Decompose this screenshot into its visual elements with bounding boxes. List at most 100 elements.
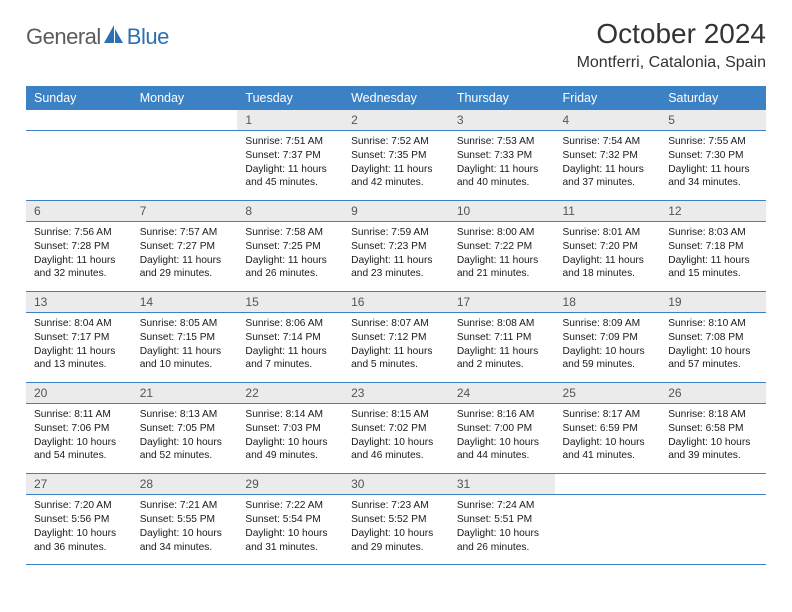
sunrise-line: Sunrise: 7:54 AM: [563, 135, 653, 149]
day-details: Sunrise: 8:01 AMSunset: 7:20 PMDaylight:…: [555, 222, 661, 291]
daylight-line: Daylight: 10 hours and 46 minutes.: [351, 436, 441, 464]
sunset-line: Sunset: 7:25 PM: [245, 240, 335, 254]
day-cell-num: 28: [132, 474, 238, 495]
day-details: Sunrise: 8:07 AMSunset: 7:12 PMDaylight:…: [343, 313, 449, 382]
day-number: 19: [660, 292, 766, 312]
daylight-line: Daylight: 11 hours and 2 minutes.: [457, 345, 547, 373]
day-number: [132, 110, 238, 116]
sunset-line: Sunset: 7:12 PM: [351, 331, 441, 345]
day-cell-body: Sunrise: 8:13 AMSunset: 7:05 PMDaylight:…: [132, 404, 238, 474]
day-details: Sunrise: 8:03 AMSunset: 7:18 PMDaylight:…: [660, 222, 766, 291]
logo: General Blue: [26, 18, 169, 50]
sunrise-line: Sunrise: 7:22 AM: [245, 499, 335, 513]
day-cell-body: Sunrise: 8:18 AMSunset: 6:58 PMDaylight:…: [660, 404, 766, 474]
sunrise-line: Sunrise: 8:17 AM: [563, 408, 653, 422]
sunrise-line: Sunrise: 7:55 AM: [668, 135, 758, 149]
week-daynum-row: 12345: [26, 110, 766, 131]
day-number: [555, 474, 661, 480]
day-number: 8: [237, 201, 343, 221]
sunrise-line: Sunrise: 8:10 AM: [668, 317, 758, 331]
day-number: 23: [343, 383, 449, 403]
day-details: Sunrise: 7:21 AMSunset: 5:55 PMDaylight:…: [132, 495, 238, 564]
day-details: Sunrise: 7:57 AMSunset: 7:27 PMDaylight:…: [132, 222, 238, 291]
header: General Blue October 2024 Montferri, Cat…: [26, 18, 766, 72]
calendar-table: SundayMondayTuesdayWednesdayThursdayFrid…: [26, 86, 766, 565]
day-details: Sunrise: 7:54 AMSunset: 7:32 PMDaylight:…: [555, 131, 661, 200]
sunset-line: Sunset: 5:56 PM: [34, 513, 124, 527]
day-details: Sunrise: 8:13 AMSunset: 7:05 PMDaylight:…: [132, 404, 238, 473]
week-content-row: Sunrise: 7:51 AMSunset: 7:37 PMDaylight:…: [26, 131, 766, 201]
calendar-head: SundayMondayTuesdayWednesdayThursdayFrid…: [26, 86, 766, 110]
sunrise-line: Sunrise: 7:56 AM: [34, 226, 124, 240]
daylight-line: Daylight: 11 hours and 10 minutes.: [140, 345, 230, 373]
sunrise-line: Sunrise: 7:51 AM: [245, 135, 335, 149]
week-content-row: Sunrise: 8:11 AMSunset: 7:06 PMDaylight:…: [26, 404, 766, 474]
day-cell-body: Sunrise: 7:53 AMSunset: 7:33 PMDaylight:…: [449, 131, 555, 201]
day-number: 6: [26, 201, 132, 221]
day-cell-body: Sunrise: 7:22 AMSunset: 5:54 PMDaylight:…: [237, 495, 343, 565]
day-number: 4: [555, 110, 661, 130]
day-cell-body: Sunrise: 8:15 AMSunset: 7:02 PMDaylight:…: [343, 404, 449, 474]
daylight-line: Daylight: 11 hours and 45 minutes.: [245, 163, 335, 191]
day-number: 3: [449, 110, 555, 130]
sunrise-line: Sunrise: 7:58 AM: [245, 226, 335, 240]
sunset-line: Sunset: 7:27 PM: [140, 240, 230, 254]
weekday-header: Sunday: [26, 86, 132, 110]
daylight-line: Daylight: 10 hours and 41 minutes.: [563, 436, 653, 464]
logo-text-general: General: [26, 24, 101, 50]
day-details: Sunrise: 7:59 AMSunset: 7:23 PMDaylight:…: [343, 222, 449, 291]
sunset-line: Sunset: 5:52 PM: [351, 513, 441, 527]
sunrise-line: Sunrise: 8:11 AM: [34, 408, 124, 422]
day-cell-num: 11: [555, 201, 661, 222]
sunrise-line: Sunrise: 7:20 AM: [34, 499, 124, 513]
daylight-line: Daylight: 11 hours and 18 minutes.: [563, 254, 653, 282]
day-cell-num: 25: [555, 383, 661, 404]
day-details: Sunrise: 8:16 AMSunset: 7:00 PMDaylight:…: [449, 404, 555, 473]
sunrise-line: Sunrise: 8:16 AM: [457, 408, 547, 422]
daylight-line: Daylight: 11 hours and 37 minutes.: [563, 163, 653, 191]
week-content-row: Sunrise: 7:20 AMSunset: 5:56 PMDaylight:…: [26, 495, 766, 565]
day-cell-num: [26, 110, 132, 131]
sunrise-line: Sunrise: 8:03 AM: [668, 226, 758, 240]
day-details: Sunrise: 8:11 AMSunset: 7:06 PMDaylight:…: [26, 404, 132, 473]
sunrise-line: Sunrise: 8:04 AM: [34, 317, 124, 331]
page: General Blue October 2024 Montferri, Cat…: [0, 0, 792, 585]
day-cell-num: 15: [237, 292, 343, 313]
day-cell-num: 29: [237, 474, 343, 495]
day-details: Sunrise: 8:18 AMSunset: 6:58 PMDaylight:…: [660, 404, 766, 473]
sunrise-line: Sunrise: 8:13 AM: [140, 408, 230, 422]
sunrise-line: Sunrise: 7:23 AM: [351, 499, 441, 513]
month-title: October 2024: [577, 18, 766, 50]
day-details: Sunrise: 7:52 AMSunset: 7:35 PMDaylight:…: [343, 131, 449, 200]
day-cell-body: Sunrise: 7:54 AMSunset: 7:32 PMDaylight:…: [555, 131, 661, 201]
sunset-line: Sunset: 7:15 PM: [140, 331, 230, 345]
day-details: Sunrise: 7:22 AMSunset: 5:54 PMDaylight:…: [237, 495, 343, 564]
logo-text-blue: Blue: [127, 24, 169, 50]
sunset-line: Sunset: 7:33 PM: [457, 149, 547, 163]
daylight-line: Daylight: 10 hours and 44 minutes.: [457, 436, 547, 464]
day-cell-num: 21: [132, 383, 238, 404]
day-cell-body: Sunrise: 8:10 AMSunset: 7:08 PMDaylight:…: [660, 313, 766, 383]
day-cell-num: 1: [237, 110, 343, 131]
daylight-line: Daylight: 10 hours and 54 minutes.: [34, 436, 124, 464]
daylight-line: Daylight: 11 hours and 42 minutes.: [351, 163, 441, 191]
day-number: 27: [26, 474, 132, 494]
day-number: 17: [449, 292, 555, 312]
day-details: Sunrise: 8:10 AMSunset: 7:08 PMDaylight:…: [660, 313, 766, 382]
sunrise-line: Sunrise: 8:18 AM: [668, 408, 758, 422]
logo-sail-icon: [101, 23, 125, 47]
sunrise-line: Sunrise: 8:08 AM: [457, 317, 547, 331]
day-details: [26, 131, 132, 191]
daylight-line: Daylight: 10 hours and 36 minutes.: [34, 527, 124, 555]
week-content-row: Sunrise: 8:04 AMSunset: 7:17 PMDaylight:…: [26, 313, 766, 383]
day-details: Sunrise: 7:20 AMSunset: 5:56 PMDaylight:…: [26, 495, 132, 564]
day-cell-num: 27: [26, 474, 132, 495]
day-details: Sunrise: 8:14 AMSunset: 7:03 PMDaylight:…: [237, 404, 343, 473]
weekday-header: Wednesday: [343, 86, 449, 110]
day-cell-body: Sunrise: 7:56 AMSunset: 7:28 PMDaylight:…: [26, 222, 132, 292]
day-cell-num: 17: [449, 292, 555, 313]
day-cell-body: Sunrise: 7:52 AMSunset: 7:35 PMDaylight:…: [343, 131, 449, 201]
day-cell-body: [555, 495, 661, 565]
day-cell-num: 5: [660, 110, 766, 131]
daylight-line: Daylight: 11 hours and 40 minutes.: [457, 163, 547, 191]
